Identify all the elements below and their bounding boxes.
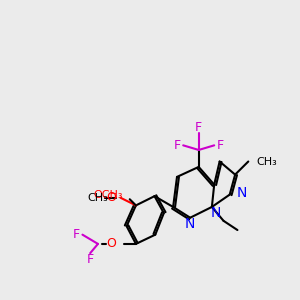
Text: F: F <box>173 139 181 152</box>
Text: CH₃: CH₃ <box>256 157 277 166</box>
Text: N: N <box>211 206 221 220</box>
Text: F: F <box>73 228 80 241</box>
Text: F: F <box>217 139 224 152</box>
Text: N: N <box>237 186 247 200</box>
Text: O: O <box>106 237 116 250</box>
Text: OCH₃: OCH₃ <box>93 190 123 200</box>
Text: F: F <box>195 121 202 134</box>
Text: N: N <box>185 217 195 231</box>
Text: F: F <box>87 253 94 266</box>
Text: O: O <box>106 191 116 204</box>
Text: CH₃: CH₃ <box>88 193 108 203</box>
